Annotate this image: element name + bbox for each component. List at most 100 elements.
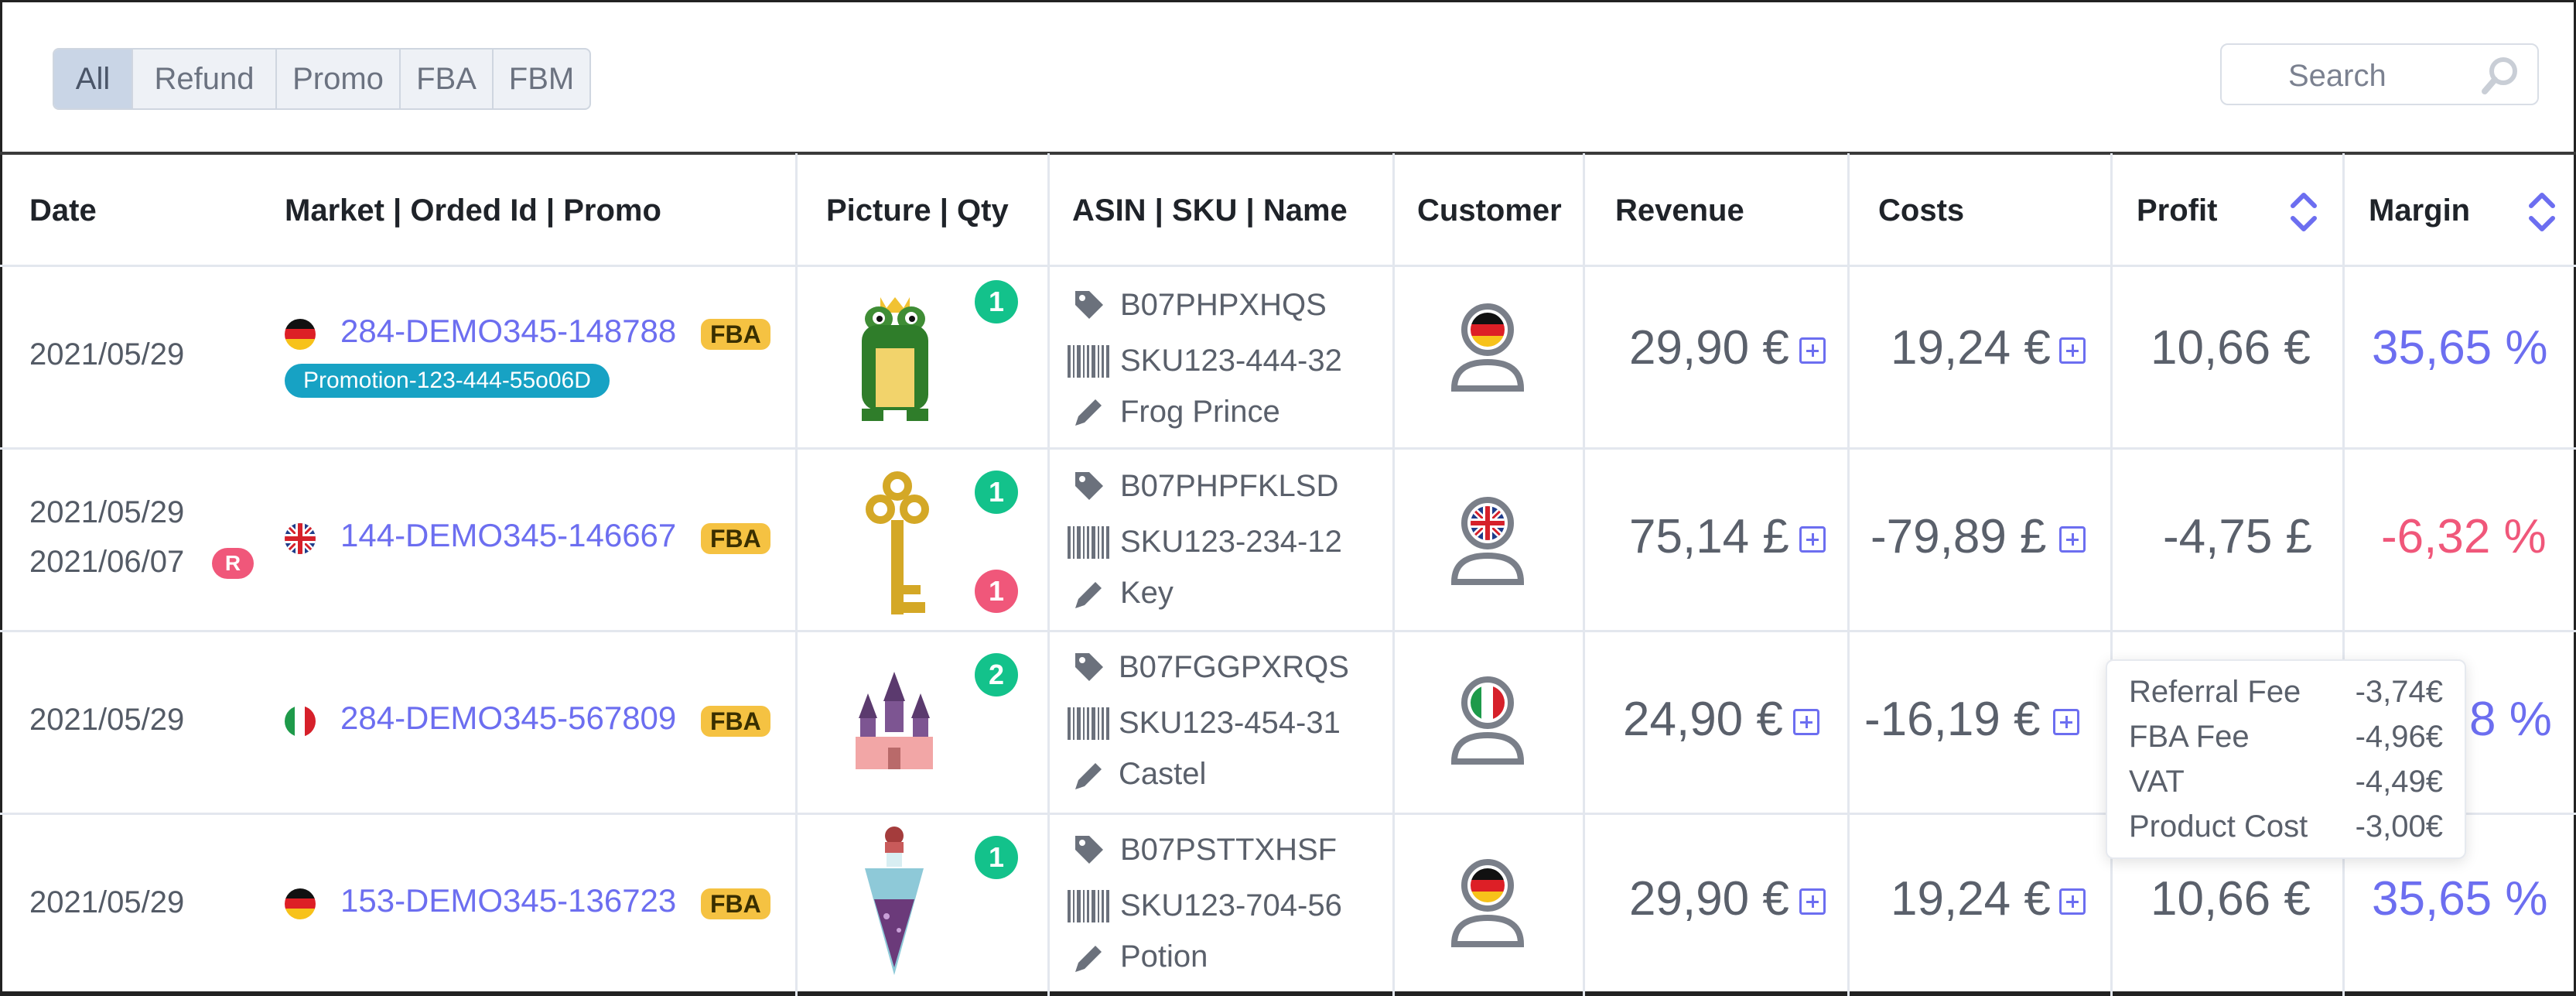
costs-expand-icon[interactable] (2053, 709, 2079, 735)
revenue-value: 24,90 € (1623, 693, 1783, 746)
order-id-link[interactable]: 153-DEMO345-136723 (340, 882, 677, 919)
profit-value: 10,66 € (2151, 321, 2311, 375)
search-placeholder: Search (2288, 59, 2386, 93)
filter-fbm-button[interactable]: FBM (508, 61, 575, 96)
castle-icon (856, 672, 933, 769)
margin-value: -6,32 % (2381, 510, 2547, 563)
revenue-expand-icon[interactable] (1799, 526, 1826, 553)
col-profit-header[interactable]: Profit (2137, 193, 2218, 228)
margin-value: 35,65 % (2372, 872, 2548, 926)
cost-breakdown-tooltip: Referral Fee -3,74€ FBA Fee -4,96€ VAT -… (2106, 659, 2466, 859)
margin-sort-icon[interactable] (2526, 189, 2557, 235)
order-id-link[interactable]: 144-DEMO345-146667 (340, 517, 677, 553)
barcode-icon (1068, 526, 1109, 559)
promo-badge[interactable]: Promotion-123-444-55o06D (285, 364, 610, 398)
search-input[interactable]: Search (2220, 43, 2539, 105)
revenue-expand-icon[interactable] (1793, 709, 1819, 735)
revenue-expand-icon[interactable] (1799, 888, 1826, 915)
filter-fba-button[interactable]: FBA (401, 50, 494, 108)
customer-avatar[interactable] (1448, 495, 1527, 587)
costs-value: -16,19 € (1864, 693, 2041, 746)
pencil-icon (1075, 946, 1102, 972)
customer-avatar[interactable] (1448, 675, 1527, 766)
filter-all-button[interactable]: All (54, 50, 133, 108)
col-picture-header[interactable]: Picture | Qty (826, 193, 1009, 228)
col-asin-header[interactable]: ASIN | SKU | Name (1072, 193, 1348, 228)
qty-badge: 1 (975, 836, 1018, 879)
tag-icon (1075, 472, 1103, 500)
frog-prince-icon (862, 297, 928, 421)
asin-text: B07PSTTXHSF (1120, 833, 1338, 867)
order-id-link[interactable]: 284-DEMO345-148788 (340, 313, 677, 349)
margin-value: 8 % (2469, 693, 2552, 746)
filter-promo-button[interactable]: Promo (277, 50, 401, 108)
revenue-value: 29,90 € (1629, 872, 1789, 926)
potion-icon (865, 827, 924, 975)
pencil-icon (1075, 399, 1102, 426)
order-date: 2021/05/29 (29, 337, 185, 371)
fulfillment-badge: FBA (701, 523, 770, 554)
order-date: 2021/05/29 (29, 495, 185, 529)
costs-expand-icon[interactable] (2059, 526, 2086, 553)
col-margin-header[interactable]: Margin (2369, 193, 2471, 228)
refund-badge: R (212, 548, 254, 579)
refund-qty-badge: 1 (975, 570, 1018, 613)
tag-icon (1075, 291, 1103, 319)
asin-text: B07FGGPXRQS (1119, 650, 1349, 684)
tag-icon (1075, 836, 1103, 864)
product-name: Frog Prince (1120, 395, 1280, 429)
de-flag-icon (285, 888, 316, 919)
fulfillment-badge: FBA (701, 706, 770, 737)
sku-text: SKU123-444-32 (1120, 344, 1342, 378)
customer-avatar[interactable] (1448, 302, 1527, 393)
costs-expand-icon[interactable] (2059, 337, 2086, 364)
fulfillment-badge: FBA (701, 888, 770, 919)
revenue-value: 75,14 £ (1629, 510, 1789, 563)
revenue-expand-icon[interactable] (1799, 337, 1826, 364)
search-icon[interactable] (2480, 56, 2519, 98)
tooltip-label: FBA Fee (2129, 720, 2250, 754)
tooltip-value: -3,74€ (2355, 675, 2443, 709)
order-date: 2021/05/29 (29, 703, 185, 737)
costs-value: -79,89 £ (1871, 510, 2047, 563)
filter-refund-button[interactable]: Refund (133, 50, 277, 108)
barcode-icon (1068, 707, 1109, 740)
barcode-icon (1068, 345, 1109, 378)
col-costs-header[interactable]: Costs (1878, 193, 1965, 228)
product-name: Key (1120, 576, 1174, 610)
key-icon (866, 471, 929, 614)
de-flag-icon (285, 319, 316, 350)
costs-expand-icon[interactable] (2059, 888, 2086, 915)
order-id-link[interactable]: 284-DEMO345-567809 (340, 700, 677, 736)
tooltip-value: -3,00€ (2355, 809, 2443, 844)
col-revenue-header[interactable]: Revenue (1615, 193, 1744, 228)
tooltip-label: Referral Fee (2129, 675, 2301, 709)
profit-value: -4,75 £ (2163, 510, 2313, 563)
profit-sort-icon[interactable] (2288, 189, 2319, 235)
tag-icon (1075, 653, 1103, 681)
costs-value: 19,24 € (1891, 321, 2051, 375)
asin-text: B07PHPXHQS (1120, 288, 1327, 322)
qty-badge: 1 (975, 471, 1018, 514)
refund-date: 2021/06/07 (29, 545, 185, 579)
order-date: 2021/05/29 (29, 885, 185, 919)
qty-badge: 1 (975, 280, 1018, 323)
sku-text: SKU123-234-12 (1120, 525, 1342, 559)
costs-value: 19,24 € (1891, 872, 2051, 926)
asin-text: B07PHPFKLSD (1120, 469, 1339, 503)
it-flag-icon (285, 706, 316, 737)
filter-tabs: All Refund Promo FBA FBM (53, 48, 591, 110)
col-date-header[interactable]: Date (29, 193, 97, 228)
sku-text: SKU123-704-56 (1120, 888, 1342, 922)
profit-value: 10,66 € (2151, 872, 2311, 926)
product-name: Castel (1119, 757, 1207, 791)
col-market-header[interactable]: Market | Orded Id | Promo (285, 193, 661, 228)
fulfillment-badge: FBA (701, 319, 770, 350)
customer-avatar[interactable] (1448, 857, 1527, 949)
tooltip-value: -4,96€ (2355, 720, 2443, 754)
tooltip-label: VAT (2129, 765, 2185, 799)
col-customer-header[interactable]: Customer (1417, 193, 1562, 228)
uk-flag-icon (285, 523, 316, 554)
pencil-icon (1075, 763, 1102, 789)
